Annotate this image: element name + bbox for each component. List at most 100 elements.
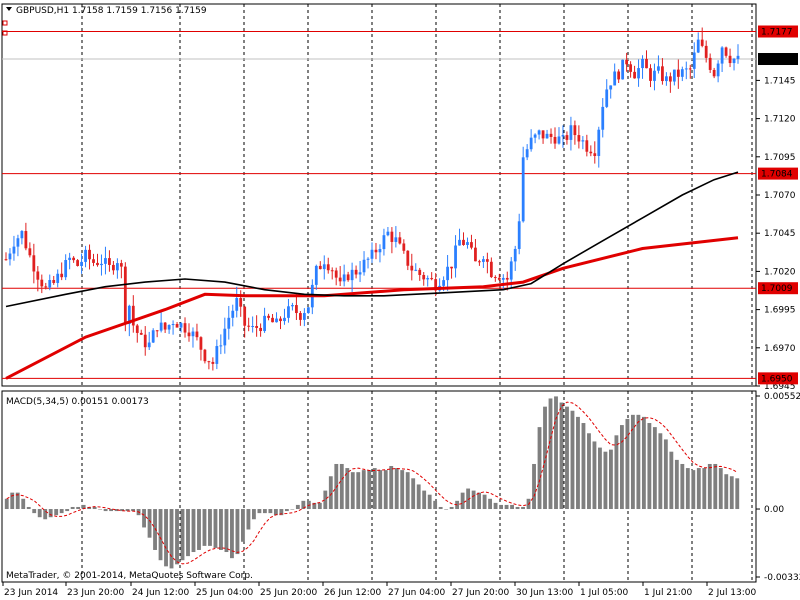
time-tick-label: 26 Jun 12:00	[324, 588, 381, 598]
candle-body	[80, 261, 83, 266]
candle-body	[239, 298, 243, 307]
candle-body	[665, 76, 668, 82]
macd-bar	[202, 509, 207, 546]
macd-bar	[37, 509, 42, 518]
macd-bar	[350, 472, 355, 510]
candle-body	[545, 133, 549, 139]
time-tick-label: 23 Jun 2014	[4, 588, 58, 598]
candle-body	[12, 246, 16, 254]
candle-body	[306, 307, 310, 314]
candle-body	[454, 245, 457, 269]
macd-bar	[131, 509, 135, 512]
candle-body	[442, 280, 446, 286]
macd-bar	[147, 509, 152, 538]
candle-body	[700, 39, 704, 46]
macd-signal-line	[6, 401, 738, 565]
macd-bar	[493, 502, 498, 510]
macd-bar	[598, 447, 602, 510]
candle-body	[179, 323, 183, 328]
candle-body	[195, 331, 199, 338]
candle-body	[52, 280, 56, 283]
candle-body	[203, 349, 207, 362]
macd-bar	[59, 509, 64, 514]
candle-body	[497, 277, 501, 280]
macd-bar	[482, 494, 487, 510]
candle-body	[155, 330, 159, 332]
candle-body	[112, 264, 115, 271]
candle-body	[298, 313, 302, 320]
macd-bar	[43, 509, 48, 520]
macd-bar	[499, 504, 503, 510]
macd-bar	[619, 425, 624, 510]
macd-bar	[477, 492, 482, 510]
candle-body	[100, 263, 103, 266]
candle-body	[501, 277, 505, 280]
macd-bar	[581, 423, 586, 510]
macd-pane[interactable]: MACD(5,34,5) 0.00151 0.00173 MetaTrader,…	[1, 390, 757, 583]
candle-body	[474, 247, 477, 262]
time-tick-label: 2 Jul 13:00	[708, 588, 757, 598]
candle-body	[414, 269, 418, 271]
candle-body	[60, 273, 64, 278]
macd-bar	[295, 504, 300, 510]
time-tick-label: 27 Jun 20:00	[452, 588, 509, 598]
candle-body	[549, 133, 553, 137]
macd-bar	[570, 410, 575, 510]
candle-body	[263, 315, 266, 332]
candle-body	[64, 260, 68, 278]
candle-body	[143, 334, 147, 348]
candle-body	[283, 317, 286, 322]
macd-bar	[219, 509, 223, 550]
macd-bar	[153, 509, 157, 550]
candle-body	[629, 64, 632, 72]
price-pane[interactable]: GBPUSD,H1 1.7158 1.7159 1.7156 1.7159	[1, 3, 757, 387]
candle-body	[585, 140, 589, 152]
candle-body	[637, 68, 640, 79]
macd-bar	[592, 441, 597, 510]
candle-body	[712, 69, 716, 77]
level-label-box	[758, 25, 798, 38]
candle-body	[358, 272, 362, 275]
time-tick-label: 25 Jun 20:00	[260, 588, 317, 598]
candle-body	[649, 68, 652, 81]
macd-bar	[444, 509, 449, 510]
candle-body	[736, 55, 740, 59]
candle-body	[44, 286, 48, 288]
chevron-down-icon[interactable]	[6, 7, 12, 11]
macd-bar	[268, 509, 273, 514]
macd-bar	[164, 509, 168, 567]
candle-body	[354, 269, 358, 275]
candle-body	[56, 273, 60, 283]
candle-body	[24, 231, 28, 249]
macd-bar	[422, 490, 427, 510]
candle-body	[589, 151, 593, 154]
candle-body	[32, 255, 36, 272]
candle-body	[175, 324, 179, 328]
macd-bar	[471, 490, 476, 510]
candle-body	[350, 269, 354, 281]
candle-body	[720, 47, 724, 64]
candle-body	[199, 337, 203, 350]
macd-bar	[4, 498, 9, 510]
candle-body	[565, 135, 569, 140]
macd-bar	[713, 463, 718, 510]
candle-body	[521, 157, 525, 222]
candle-body	[406, 250, 410, 266]
candle-body	[470, 242, 473, 248]
time-tick-label: 25 Jun 04:00	[196, 588, 253, 598]
candle-body	[493, 277, 497, 279]
candle-body	[207, 361, 211, 363]
candle-body	[573, 125, 577, 136]
candle-body	[450, 266, 453, 269]
macd-bar	[603, 451, 608, 510]
macd-bar	[416, 484, 421, 510]
candle-body	[147, 342, 151, 348]
macd-bar	[197, 509, 201, 550]
macd-bar	[587, 433, 591, 510]
candle-body	[402, 243, 406, 251]
macd-bar	[76, 506, 81, 510]
candle-body	[661, 66, 664, 82]
macd-bar	[724, 474, 729, 510]
